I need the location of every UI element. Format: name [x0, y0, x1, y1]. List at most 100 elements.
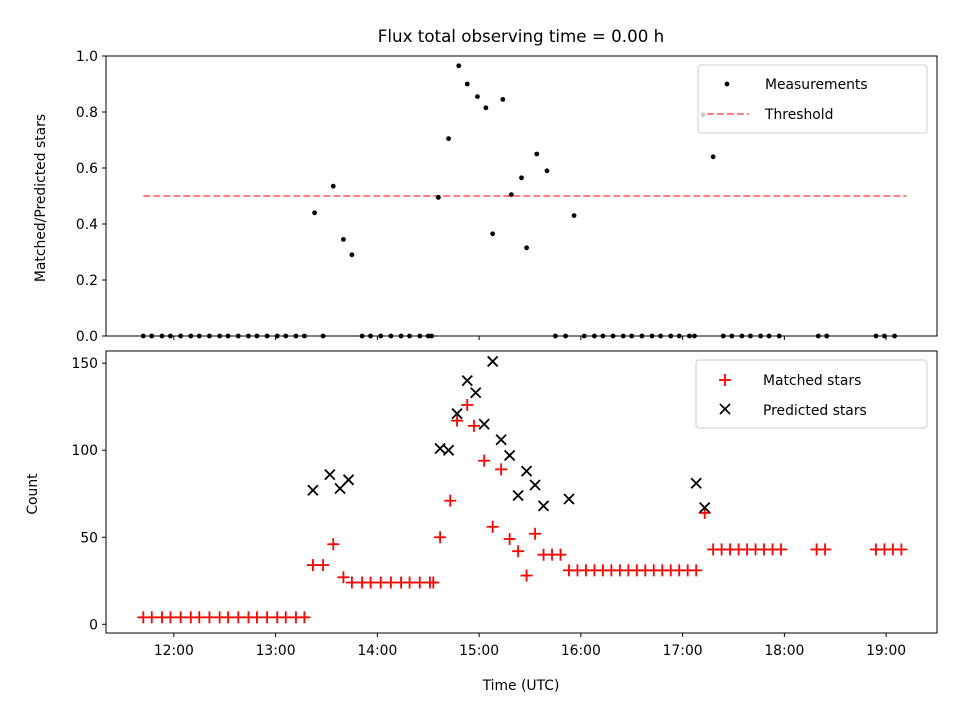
measurement-point	[341, 237, 346, 242]
measurement-point	[456, 63, 462, 69]
top-legend-box	[697, 64, 928, 134]
bottom-x-tick-label: 19:00	[866, 643, 906, 659]
legend-threshold-label: Threshold	[764, 107, 833, 123]
matched-star-point	[306, 559, 319, 572]
predicted-star-point	[512, 489, 524, 502]
bottom-x-tick-label: 13:00	[256, 643, 296, 659]
predicted-star-point	[434, 442, 446, 455]
matched-star-point	[337, 571, 350, 584]
top-y-tick-label: 0.8	[76, 105, 98, 121]
predicted-star-point	[451, 408, 463, 420]
predicted-star-point	[537, 500, 550, 512]
measurement-point	[349, 252, 355, 258]
measurement-point	[475, 94, 480, 99]
predicted-star-point	[478, 418, 490, 430]
bottom-x-axis-label: Time (UTC)	[482, 678, 560, 694]
bottom-legend-box	[695, 359, 928, 429]
matched-star-point	[895, 543, 908, 556]
legend-predicted-marker	[719, 403, 731, 415]
matched-star-point	[520, 569, 533, 582]
top-axes-frame	[105, 55, 938, 337]
matched-star-point	[403, 576, 416, 589]
matched-star-point	[529, 527, 542, 540]
measurement-point	[710, 154, 716, 160]
matched-star-point	[364, 576, 377, 589]
bottom-x-tick-label: 14:00	[357, 643, 397, 659]
matched-star-point	[222, 611, 235, 624]
matched-star-point	[451, 414, 464, 427]
matched-star-point	[461, 398, 474, 411]
matched-star-point	[261, 611, 274, 624]
matched-star-point	[317, 559, 330, 572]
predicted-star-point	[690, 477, 702, 489]
matched-star-point	[279, 611, 292, 624]
matched-star-point	[434, 531, 447, 544]
measurement-point	[519, 175, 524, 181]
matched-star-point	[486, 520, 499, 533]
matched-star-point	[495, 463, 508, 476]
bottom-y-tick-label: 100	[71, 443, 98, 459]
predicted-star-point	[307, 484, 319, 496]
matched-star-point	[554, 548, 567, 561]
measurement-point	[436, 195, 441, 200]
bottom-axes-frame	[105, 350, 938, 634]
predicted-star-point	[487, 355, 499, 368]
bottom-y-tick-label: 150	[71, 356, 98, 372]
measurement-point	[330, 183, 336, 189]
legend-matched-label: Matched stars	[763, 373, 861, 389]
matched-star-point	[193, 611, 206, 624]
matched-star-point	[690, 564, 703, 577]
predicted-star-point	[699, 502, 711, 514]
top-subplot: Flux total observing time = 0.00 h Match…	[33, 26, 938, 345]
bottom-x-tick-label: 17:00	[663, 643, 703, 659]
matched-star-point	[478, 454, 491, 467]
matched-star-point	[345, 576, 358, 589]
predicted-star-point	[461, 374, 473, 387]
matched-star-point	[384, 576, 397, 589]
measurement-point	[571, 213, 577, 219]
matched-star-point	[145, 611, 158, 624]
bottom-y-tick-label: 0	[89, 617, 98, 633]
predicted-star-point	[342, 474, 355, 486]
predicted-star-point	[334, 482, 346, 495]
measurement-point	[534, 151, 540, 157]
top-y-tick-label: 0.6	[76, 161, 98, 177]
matched-star-point	[250, 611, 263, 624]
bottom-x-tick-label: 18:00	[764, 643, 804, 659]
matched-star-point	[774, 543, 787, 556]
measurement-point	[446, 136, 451, 142]
bottom-legend: Matched stars Predicted stars	[695, 359, 928, 429]
measurement-point	[483, 105, 489, 111]
matched-star-point	[413, 576, 426, 589]
matched-star-point	[164, 611, 177, 624]
bottom-subplot: Count Time (UTC) 0 50 100 150 12:00 13:00 14:…	[25, 350, 938, 694]
legend-matched-marker	[719, 374, 731, 386]
bottom-y-ticks: 0 50 100 150	[71, 356, 106, 633]
matched-star-point	[374, 576, 387, 589]
bottom-x-tick-label: 12:00	[154, 643, 194, 659]
top-y-tick-label: 1.0	[76, 49, 98, 65]
top-y-tick-label: 0.0	[76, 329, 98, 345]
top-chart-title: Flux total observing time = 0.00 h	[378, 26, 664, 46]
predicted-star-point	[470, 387, 482, 399]
matched-star-point	[427, 576, 440, 589]
predicted-star-point	[529, 479, 541, 491]
matched-star-point	[174, 611, 187, 624]
measurement-point	[500, 97, 506, 102]
top-y-tick-label: 0.4	[76, 217, 98, 233]
matched-star-point	[203, 611, 216, 624]
top-legend: Measurements Threshold	[697, 64, 928, 134]
predicted-star-point	[520, 465, 533, 477]
bottom-x-tick-label: 15:00	[459, 643, 499, 659]
predicted-star-point	[495, 434, 507, 446]
legend-predicted-label: Predicted stars	[763, 403, 867, 419]
matched-star-point	[468, 419, 481, 432]
measurement-point	[508, 192, 514, 198]
legend-measurements-marker	[724, 81, 730, 87]
matched-star-point	[512, 545, 525, 558]
bottom-y-tick-label: 50	[80, 530, 98, 546]
matched-star-point	[298, 611, 311, 624]
measurement-point	[312, 210, 317, 216]
bottom-x-tick-label: 16:00	[561, 643, 601, 659]
